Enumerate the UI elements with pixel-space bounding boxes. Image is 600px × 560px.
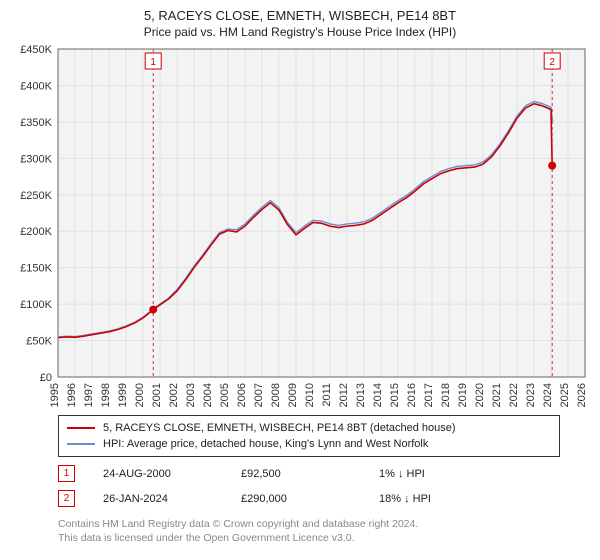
svg-text:£250K: £250K bbox=[20, 190, 52, 202]
svg-text:2021: 2021 bbox=[491, 383, 503, 407]
transaction-row: 2 26-JAN-2024 £290,000 18% ↓ HPI bbox=[58, 490, 560, 507]
legend-swatch bbox=[67, 443, 95, 445]
chart-title: 5, RACEYS CLOSE, EMNETH, WISBECH, PE14 8… bbox=[0, 0, 600, 23]
svg-text:2013: 2013 bbox=[355, 383, 367, 407]
txn-date: 24-AUG-2000 bbox=[103, 468, 213, 480]
svg-text:2012: 2012 bbox=[338, 383, 350, 407]
svg-text:£100K: £100K bbox=[20, 299, 52, 311]
svg-text:2014: 2014 bbox=[372, 383, 384, 407]
svg-text:2002: 2002 bbox=[168, 383, 180, 407]
svg-text:2015: 2015 bbox=[389, 383, 401, 407]
svg-text:£50K: £50K bbox=[26, 336, 52, 348]
svg-text:2026: 2026 bbox=[576, 383, 588, 407]
svg-text:2018: 2018 bbox=[440, 383, 452, 407]
svg-text:2004: 2004 bbox=[202, 383, 214, 407]
svg-text:1: 1 bbox=[150, 57, 156, 68]
svg-text:1999: 1999 bbox=[117, 383, 129, 407]
svg-text:2017: 2017 bbox=[423, 383, 435, 407]
svg-text:£0: £0 bbox=[40, 372, 52, 384]
svg-text:2008: 2008 bbox=[270, 383, 282, 407]
txn-vs-hpi: 18% ↓ HPI bbox=[379, 493, 489, 505]
svg-text:2010: 2010 bbox=[304, 383, 316, 407]
svg-text:£300K: £300K bbox=[20, 153, 52, 165]
legend-label: HPI: Average price, detached house, King… bbox=[103, 436, 428, 452]
legend-label: 5, RACEYS CLOSE, EMNETH, WISBECH, PE14 8… bbox=[103, 420, 456, 436]
txn-price: £92,500 bbox=[241, 468, 351, 480]
svg-text:2022: 2022 bbox=[508, 383, 520, 407]
svg-text:2: 2 bbox=[549, 57, 555, 68]
svg-text:1998: 1998 bbox=[100, 383, 112, 407]
svg-text:2005: 2005 bbox=[219, 383, 231, 407]
svg-text:£450K: £450K bbox=[20, 44, 52, 56]
svg-text:£350K: £350K bbox=[20, 117, 52, 129]
price-chart: £0 £50K £100K £150K £200K £250K £300K £350K £400… bbox=[0, 39, 600, 409]
legend-row: 5, RACEYS CLOSE, EMNETH, WISBECH, PE14 8… bbox=[67, 420, 551, 436]
legend: 5, RACEYS CLOSE, EMNETH, WISBECH, PE14 8… bbox=[58, 415, 560, 457]
svg-text:2011: 2011 bbox=[321, 383, 333, 407]
svg-text:2003: 2003 bbox=[185, 383, 197, 407]
svg-text:2000: 2000 bbox=[134, 383, 146, 407]
svg-text:£400K: £400K bbox=[20, 80, 52, 92]
txn-marker-2: 2 bbox=[58, 490, 75, 507]
txn-vs-hpi: 1% ↓ HPI bbox=[379, 468, 489, 480]
svg-text:1995: 1995 bbox=[49, 383, 61, 407]
transaction-row: 1 24-AUG-2000 £92,500 1% ↓ HPI bbox=[58, 465, 560, 482]
svg-text:2007: 2007 bbox=[253, 383, 265, 407]
svg-text:2024: 2024 bbox=[542, 383, 554, 407]
svg-text:2019: 2019 bbox=[457, 383, 469, 407]
txn-date: 26-JAN-2024 bbox=[103, 493, 213, 505]
legend-swatch bbox=[67, 427, 95, 429]
svg-text:2001: 2001 bbox=[151, 383, 163, 407]
txn-marker-1: 1 bbox=[58, 465, 75, 482]
svg-text:2009: 2009 bbox=[287, 383, 299, 407]
svg-text:2023: 2023 bbox=[525, 383, 537, 407]
footnote: Contains HM Land Registry data © Crown c… bbox=[58, 517, 560, 545]
svg-text:£200K: £200K bbox=[20, 226, 52, 238]
svg-text:2016: 2016 bbox=[406, 383, 418, 407]
txn-price: £290,000 bbox=[241, 493, 351, 505]
svg-text:1996: 1996 bbox=[66, 383, 78, 407]
svg-text:2020: 2020 bbox=[474, 383, 486, 407]
svg-text:2006: 2006 bbox=[236, 383, 248, 407]
svg-text:2025: 2025 bbox=[559, 383, 571, 407]
svg-text:£150K: £150K bbox=[20, 263, 52, 275]
svg-text:1997: 1997 bbox=[83, 383, 95, 407]
legend-row: HPI: Average price, detached house, King… bbox=[67, 436, 551, 452]
chart-subtitle: Price paid vs. HM Land Registry's House … bbox=[0, 23, 600, 39]
